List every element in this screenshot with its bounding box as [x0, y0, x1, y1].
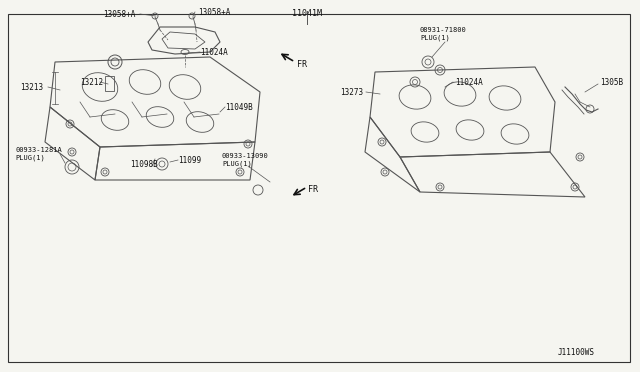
Text: 13213: 13213 — [20, 83, 43, 92]
Text: 13212: 13212 — [80, 77, 103, 87]
Text: FR: FR — [297, 60, 307, 68]
Text: 13058+A: 13058+A — [198, 7, 230, 16]
Text: 13273: 13273 — [340, 87, 363, 96]
Text: 00933-13090
PLUG(1): 00933-13090 PLUG(1) — [222, 153, 269, 167]
Text: J11100WS: J11100WS — [558, 348, 595, 357]
Text: FR: FR — [308, 185, 318, 193]
Text: 11024A: 11024A — [455, 77, 483, 87]
Text: 08931-71800
PLUG(1): 08931-71800 PLUG(1) — [420, 27, 467, 41]
Text: 1305B: 1305B — [600, 77, 623, 87]
Text: 11049B: 11049B — [225, 103, 253, 112]
Text: 11024A: 11024A — [200, 48, 228, 57]
Text: 00933-1281A
PLUG(1): 00933-1281A PLUG(1) — [15, 147, 61, 161]
Text: 11099: 11099 — [178, 155, 201, 164]
Text: 11098B: 11098B — [130, 160, 157, 169]
Text: 11041M: 11041M — [292, 9, 322, 18]
Text: 13058+A: 13058+A — [103, 10, 136, 19]
